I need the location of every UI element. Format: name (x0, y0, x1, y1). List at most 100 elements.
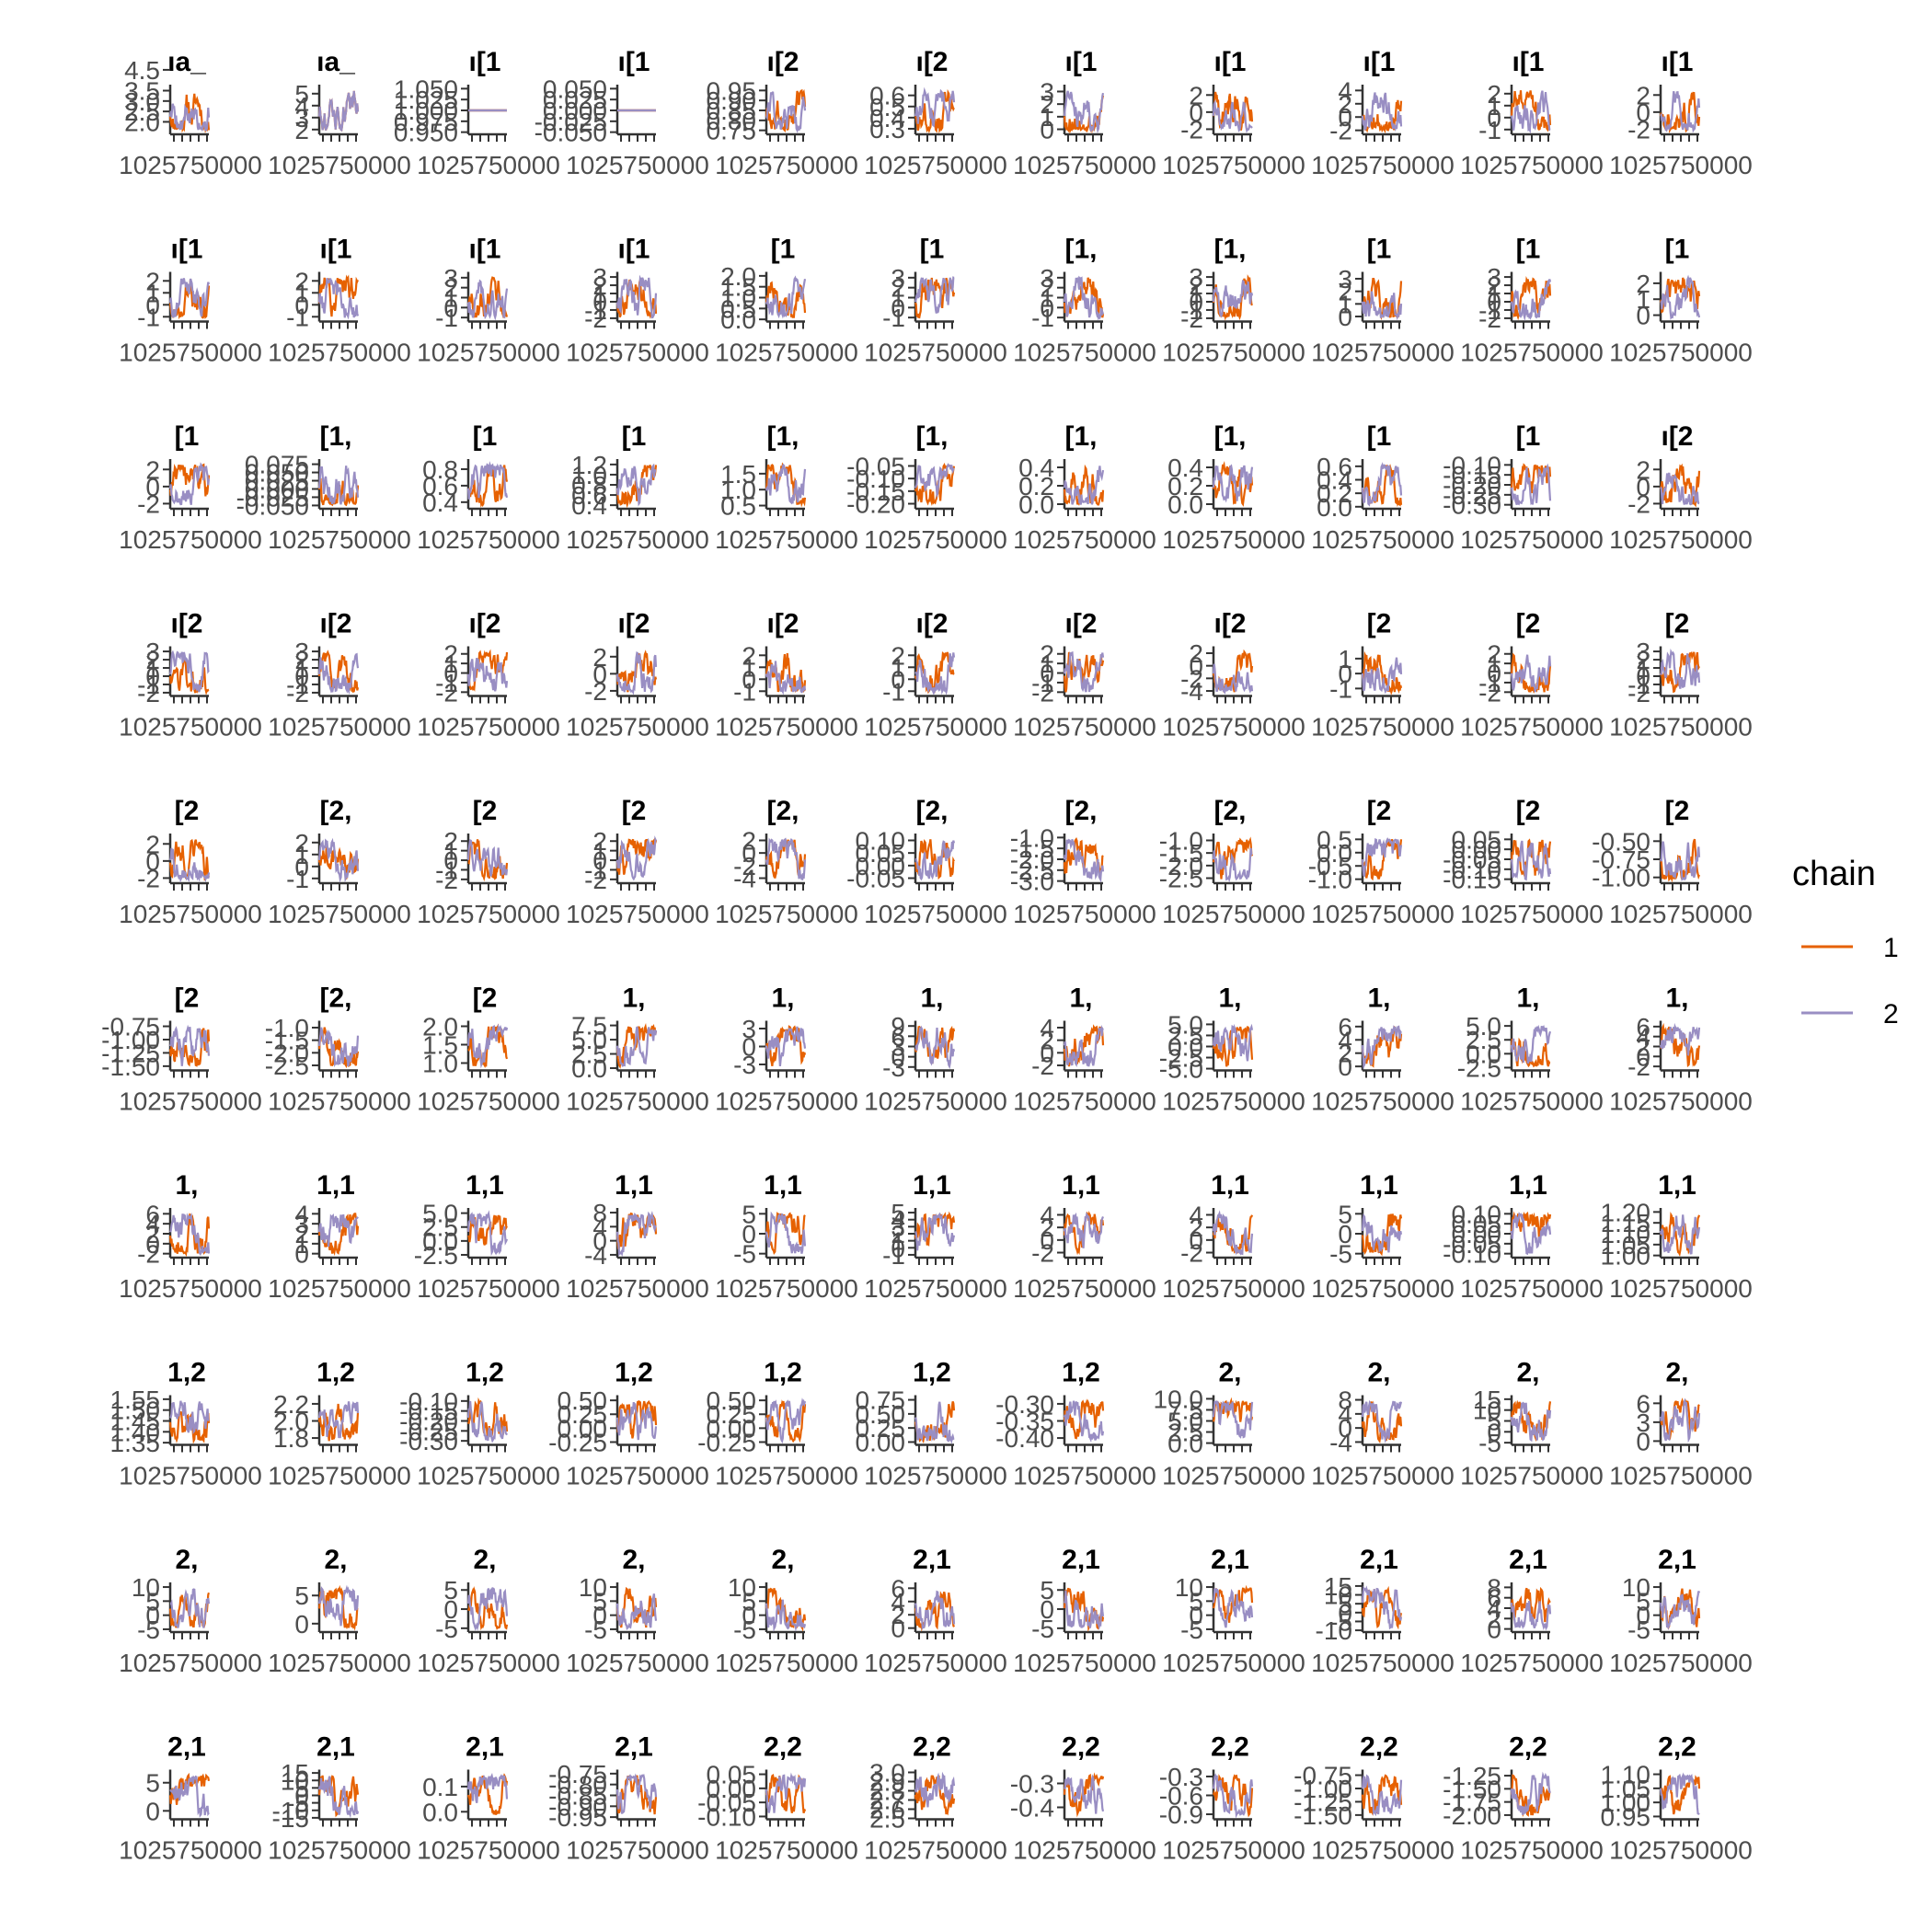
trace-chain-1 (1510, 90, 1552, 132)
y-tick-label: 0.4 (571, 491, 607, 520)
y-tick-label: 1 (443, 284, 458, 313)
y-tick-label: 4 (1338, 1026, 1352, 1054)
x-tick-labels: 1025750000 (268, 1462, 411, 1490)
x-tick-labels: 1025750000 (1609, 151, 1753, 179)
x-tick-labels: 1025750000 (268, 339, 411, 367)
panel-title: 2,2 (913, 1732, 951, 1763)
x-tick-labels: 1025750000 (566, 1462, 709, 1490)
x-tick-labels: 1025750000 (268, 525, 411, 554)
y-tick-label: 1 (1487, 650, 1501, 678)
y-tick-label: 5 (592, 1587, 607, 1616)
panel-title: [2 (473, 983, 498, 1014)
y-tick-label: 5 (1636, 1587, 1650, 1616)
panel-title: 1, (175, 1170, 198, 1201)
panel-title: ı[2 (319, 609, 351, 639)
y-tick-label: -0.25 (697, 1428, 756, 1456)
y-tick-label: 2 (1040, 640, 1054, 669)
panel-title: [2, (319, 983, 351, 1014)
y-tick-label: -1 (137, 303, 160, 331)
x-tick-labels: 1025750000 (268, 1649, 411, 1677)
y-tick-label: 0.10 (856, 826, 906, 855)
panel-title: 2, (1367, 1358, 1390, 1388)
y-tick-label: 2.0 (124, 108, 160, 136)
y-tick-label: 0.50 (558, 1386, 608, 1415)
trace-chain-2 (765, 837, 807, 880)
trace-chain-1 (1361, 1774, 1403, 1817)
y-tick-label: 4 (1040, 1014, 1054, 1042)
x-tick-labels: 1025750000 (1013, 900, 1156, 928)
y-tick-label: -1.00 (1294, 1775, 1352, 1803)
y-tick-label: 2 (443, 827, 458, 856)
x-tick-labels: 1025750000 (1013, 713, 1156, 742)
x-tick-labels: 1025750000 (1460, 1462, 1604, 1490)
y-tick-label: -0.75 (101, 1013, 160, 1041)
trace-chain-2 (317, 90, 360, 132)
y-tick-label: 1.0 (720, 476, 756, 504)
y-tick-label: 0.050 (245, 459, 309, 488)
x-tick-labels: 1025750000 (1162, 525, 1305, 554)
y-tick-label: 0.0 (1018, 490, 1054, 519)
y-tick-label: 0.4 (422, 489, 458, 517)
y-tick-label: -2.5 (1159, 1044, 1203, 1073)
y-tick-label: -1 (1478, 116, 1501, 144)
panel-title: ı[1 (319, 235, 351, 265)
facet-panel: [1, 0.00.20.4 1025750000 (1162, 421, 1305, 554)
y-tick-label: 0.0 (1167, 490, 1203, 519)
panel-title: [1 (1367, 421, 1392, 452)
x-tick-labels: 1025750000 (715, 900, 858, 928)
trace-chain-1 (1063, 277, 1105, 318)
y-tick-label: 0.4 (1317, 466, 1352, 495)
x-tick-labels: 1025750000 (715, 339, 858, 367)
x-tick-labels: 1025750000 (864, 900, 1007, 928)
trace-chain-2 (466, 1400, 508, 1443)
y-tick-label: 1.025 (394, 86, 458, 114)
trace-chain-2 (1212, 1400, 1254, 1439)
x-tick-labels: 1025750000 (715, 1836, 858, 1865)
x-tick-labels: 1025750000 (1460, 1649, 1604, 1677)
trace-chain-2 (1361, 1399, 1403, 1443)
y-tick-label: -2.5 (265, 1052, 309, 1080)
y-tick-label: -2.5 (1457, 1053, 1501, 1082)
y-tick-label: 2 (592, 643, 607, 672)
y-tick-label: -0.75 (1294, 1762, 1352, 1790)
x-tick-labels: 1025750000 (1162, 151, 1305, 179)
y-tick-label: -3 (882, 1053, 905, 1082)
y-tick-label: -2 (1180, 115, 1203, 144)
y-tick-label: 5 (294, 1774, 309, 1802)
y-tick-label: -2 (1329, 117, 1352, 145)
y-tick-label: -0.10 (846, 465, 905, 493)
trace-chain-1 (1361, 1213, 1403, 1257)
y-tick-label: -0.05 (846, 452, 905, 480)
y-tick-label: -2 (1478, 678, 1501, 707)
x-tick-labels: 1025750000 (1013, 151, 1156, 179)
y-tick-label: -0.025 (236, 483, 309, 512)
x-tick-labels: 1025750000 (1162, 713, 1305, 742)
y-tick-label: 2 (891, 1601, 905, 1629)
trace-chain-2 (1510, 90, 1551, 134)
y-tick-label: 0.10 (1452, 1200, 1502, 1228)
facet-panel: 2,1 05 1025750000 (119, 1732, 262, 1865)
y-tick-label: 1.20 (1601, 1198, 1651, 1226)
y-tick-label: 4 (1636, 1023, 1650, 1052)
y-tick-label: 0 (1338, 660, 1352, 688)
trace-chain-2 (466, 461, 509, 500)
y-tick-label: 3 (1487, 263, 1501, 292)
trace-chain-2 (1064, 1774, 1105, 1814)
facet-panel: 2,2 2.52.62.72.82.93.0 1025750000 (864, 1732, 1007, 1865)
y-tick-label: -2 (584, 305, 607, 333)
panel-title: 1,2 (1062, 1358, 1100, 1388)
y-tick-label: -0.10 (1443, 1240, 1501, 1269)
y-tick-label: 0 (1040, 1595, 1054, 1624)
y-tick-label: 0.8 (422, 455, 458, 484)
y-tick-label: -0.3 (1159, 1763, 1203, 1791)
trace-chain-2 (1659, 1022, 1701, 1056)
y-tick-label: -2 (286, 679, 309, 707)
panel-title: [1 (920, 235, 945, 265)
y-tick-label: -0.6 (1159, 1782, 1203, 1811)
trace-chain-2 (317, 277, 360, 320)
y-tick-label: 4 (1338, 76, 1352, 105)
trace-chain-1 (1361, 464, 1403, 508)
y-tick-label: 1.55 (110, 1386, 161, 1414)
